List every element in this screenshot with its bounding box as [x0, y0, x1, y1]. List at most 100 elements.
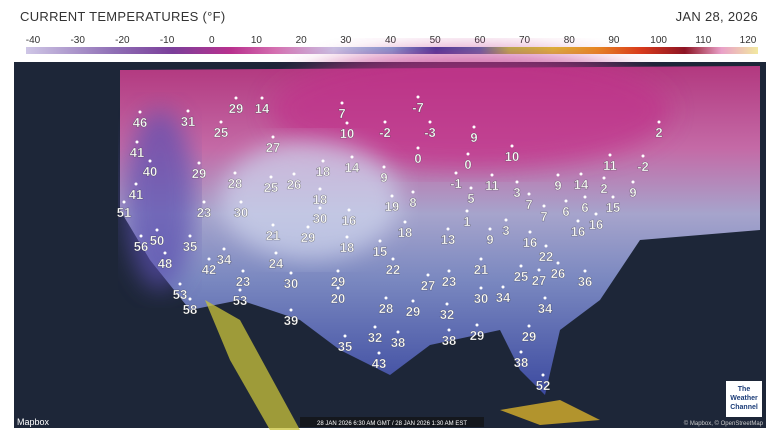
station-dot: [347, 208, 351, 212]
credits: © Mapbox, © OpenStreetMap: [684, 420, 764, 427]
temperature: 23: [442, 274, 456, 289]
station-dot: [519, 350, 523, 354]
temperature: 34: [217, 252, 232, 267]
legend-tick-label: 120: [740, 35, 757, 46]
station-dot: [479, 286, 483, 290]
station-dot: [382, 165, 386, 169]
station-dot: [479, 257, 483, 261]
temperature: 16: [571, 224, 585, 239]
temperature: 9: [486, 232, 493, 247]
temperature: 56: [134, 239, 148, 254]
temperature: 25: [514, 269, 528, 284]
legend-tick-label: 90: [608, 35, 620, 46]
temperature: 30: [313, 211, 327, 226]
station-dot: [343, 334, 347, 338]
station-dot: [186, 109, 190, 113]
temperature: 52: [536, 378, 550, 393]
temperature: -2: [379, 125, 391, 140]
station-dot: [519, 264, 523, 268]
temperature: 38: [391, 335, 405, 350]
temperature: 38: [442, 333, 456, 348]
temperature: 29: [406, 304, 420, 319]
legend-tick-label: 10: [251, 35, 263, 46]
station-dot: [384, 296, 388, 300]
station-dot: [390, 194, 394, 198]
logo-text: The: [738, 386, 751, 393]
temperature: 9: [554, 178, 561, 193]
temperature: 34: [496, 290, 511, 305]
station-dot: [377, 351, 381, 355]
station-dot: [269, 175, 273, 179]
station-dot: [602, 176, 606, 180]
station-dot: [426, 273, 430, 277]
station-dot: [340, 101, 344, 105]
station-dot: [556, 261, 560, 265]
cuba: [500, 400, 600, 425]
station-dot: [238, 288, 242, 292]
station-dot: [122, 200, 126, 204]
station-dot: [197, 161, 201, 165]
temperature: 18: [398, 225, 412, 240]
legend-tick-label: -10: [160, 35, 175, 46]
timestamp-bg: [300, 417, 484, 427]
station-dot: [454, 171, 458, 175]
temperature: 6: [562, 204, 569, 219]
station-dot: [207, 257, 211, 261]
temperature: 35: [338, 339, 352, 354]
temperature: 30: [474, 291, 488, 306]
timestamp: 28 JAN 2026 6:30 AM GMT / 28 JAN 2026 1:…: [317, 421, 467, 427]
legend-tick-label: 0: [209, 35, 215, 46]
legend-tick-label: 30: [340, 35, 352, 46]
temperature: 58: [183, 302, 197, 317]
temperature: 0: [464, 157, 471, 172]
station-dot: [396, 330, 400, 334]
temperature: 26: [287, 177, 301, 192]
logo-text: Weather: [730, 395, 758, 402]
station-dot: [233, 171, 237, 175]
snow-zone: [220, 140, 400, 260]
station-dot: [447, 269, 451, 273]
temperature: 24: [269, 256, 284, 271]
station-dot: [336, 286, 340, 290]
station-dot: [378, 239, 382, 243]
temperature: -1: [450, 176, 462, 191]
temperature: 29: [522, 329, 536, 344]
temperature: 0: [414, 151, 421, 166]
station-dot: [321, 159, 325, 163]
temperature: 2: [655, 125, 662, 140]
station-dot: [274, 251, 278, 255]
station-dot: [445, 302, 449, 306]
station-dot: [576, 219, 580, 223]
temperature: 3: [502, 223, 509, 238]
station-dot: [336, 269, 340, 273]
temperature: 7: [540, 209, 547, 224]
legend-tick-label: 20: [296, 35, 308, 46]
temperature: 19: [385, 199, 399, 214]
station-dot: [542, 204, 546, 208]
station-dot: [134, 182, 138, 186]
station-dot: [260, 96, 264, 100]
station-dot: [490, 173, 494, 177]
station-dot: [318, 187, 322, 191]
temperature: 53: [233, 293, 247, 308]
station-dot: [544, 244, 548, 248]
station-dot: [541, 373, 545, 377]
temperature: 11: [485, 178, 499, 193]
temperature: 31: [181, 114, 195, 129]
temperature: 18: [340, 240, 354, 255]
station-dot: [469, 186, 473, 190]
station-dot: [373, 325, 377, 329]
station-dot: [306, 225, 310, 229]
attribution: Mapbox: [17, 417, 50, 427]
station-dot: [543, 296, 547, 300]
temperature: 7: [525, 197, 532, 212]
legend-tick-label: 40: [385, 35, 397, 46]
cold-zone: [270, 50, 670, 170]
temperature: 25: [264, 180, 278, 195]
station-dot: [138, 110, 142, 114]
temperature: 46: [133, 115, 147, 130]
logo-text: Channel: [730, 404, 758, 411]
temperature: 20: [331, 291, 345, 306]
temperature: 43: [372, 356, 386, 371]
station-dot: [148, 159, 152, 163]
